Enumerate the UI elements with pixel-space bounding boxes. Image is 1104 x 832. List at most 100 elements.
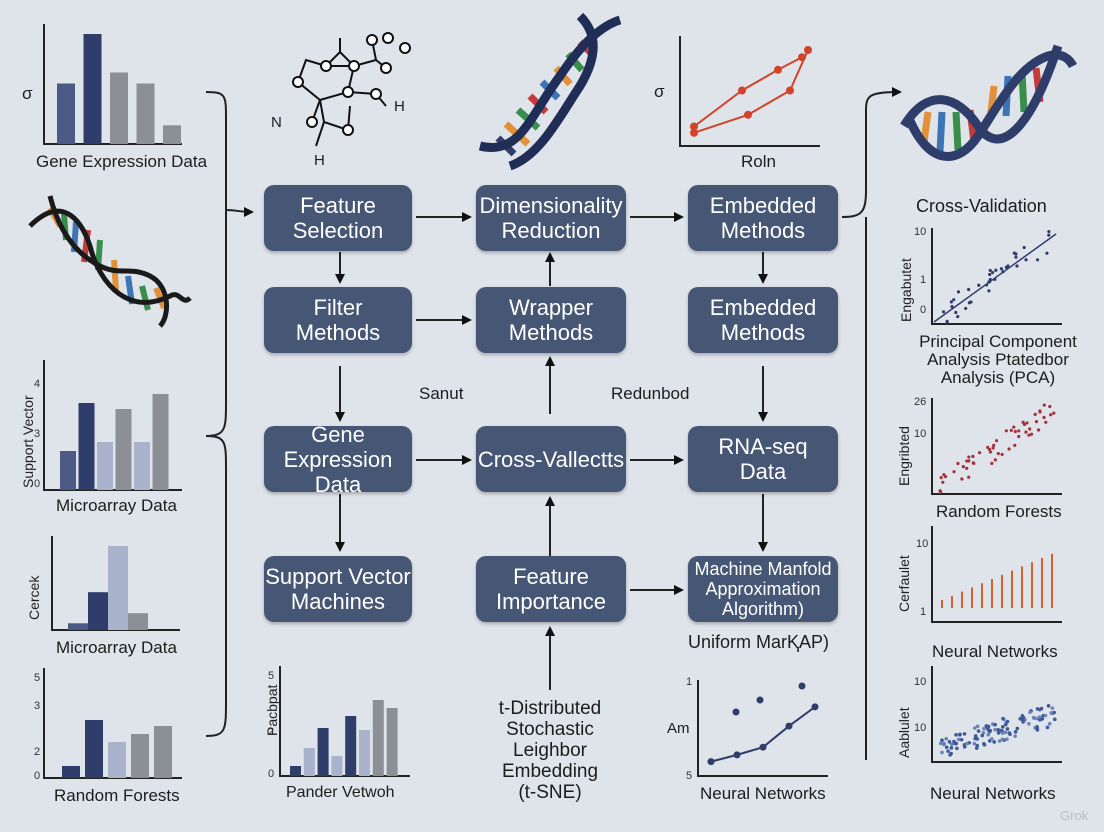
- data-point: [756, 696, 764, 704]
- bar: [317, 728, 329, 776]
- scatter-point: [1014, 252, 1018, 256]
- bar: [128, 613, 148, 630]
- scatter-point: [1047, 233, 1051, 237]
- scatter-point: [1009, 428, 1013, 433]
- filter-methods-box: Filter Methods: [264, 287, 412, 353]
- scatter-point: [954, 733, 958, 737]
- scatter-point: [985, 283, 989, 287]
- chart-axis: [679, 36, 820, 147]
- molecule-h-label: H: [394, 98, 405, 115]
- scatter-point: [1000, 452, 1004, 457]
- scatter-point: [1047, 229, 1051, 234]
- tick: 3: [34, 700, 41, 712]
- scatter-point: [965, 459, 969, 463]
- scatter-point: [1000, 737, 1005, 742]
- scatter-point: [947, 740, 952, 744]
- scatter-point: [991, 446, 995, 450]
- uniform-map-label: Uniform MarⱩAP): [688, 632, 830, 652]
- scatter-point: [1001, 270, 1005, 274]
- scatter-point: [1028, 427, 1032, 431]
- left-bracket-top: [205, 91, 227, 437]
- scatter-point: [1000, 731, 1005, 735]
- neural-networks-right-label-1: Neural Networks: [932, 642, 1058, 661]
- scatter-point: [1013, 429, 1017, 434]
- scatter-point: [939, 490, 943, 494]
- scatter-point: [967, 475, 971, 479]
- scatter-point: [975, 724, 980, 729]
- data-point: [785, 722, 793, 730]
- machine-manfold-box: Machine Manfold Approximation Algorithm): [688, 556, 838, 622]
- scatter-point: [988, 728, 993, 733]
- random-forests-left-caption: Random Forests: [54, 786, 180, 805]
- scatter-point: [1006, 264, 1010, 268]
- neural-networks-right-label-2: Neural Networks: [930, 784, 1056, 803]
- pander-vetwoh-caption: Pander Vetwoh: [286, 784, 395, 801]
- scatter-point: [944, 745, 949, 750]
- scatter-point: [1045, 251, 1049, 255]
- scatter-point: [986, 732, 991, 737]
- scatter-point: [1024, 258, 1028, 262]
- scatter-point: [1035, 728, 1040, 732]
- scatter-point: [996, 731, 1001, 735]
- scatter-point: [1004, 429, 1008, 433]
- scatter-point: [950, 742, 954, 747]
- dna-helix-icon: [478, 12, 622, 171]
- tick: 3: [34, 428, 41, 440]
- scatter-point: [962, 732, 967, 736]
- scatter-point: [942, 473, 946, 477]
- bar: [68, 623, 88, 630]
- scatter-point: [964, 741, 969, 746]
- bar: [372, 700, 384, 776]
- dna-helix-icon: [28, 195, 192, 328]
- scatter-point: [1014, 255, 1018, 259]
- tick: 26: [914, 396, 927, 408]
- scatter-point: [1035, 258, 1040, 262]
- scatter-point: [1004, 722, 1008, 727]
- scatter-point: [956, 315, 960, 319]
- scatter-point: [962, 745, 967, 749]
- series-line: [693, 56, 803, 128]
- data-point: [690, 128, 698, 137]
- right-top-arrow: [841, 87, 902, 218]
- chart-axis: [931, 228, 1062, 325]
- cross-validation-label: Cross-Validation: [916, 196, 1047, 216]
- scatter-point: [940, 738, 944, 742]
- scatter-point: [1013, 730, 1018, 734]
- scatter-point: [967, 455, 971, 459]
- support-vector-machines-box: Support Vector Machines: [264, 556, 412, 622]
- scatter-point: [961, 465, 965, 469]
- random-forests-right-label: Random Forests: [936, 502, 1062, 521]
- data-point: [744, 110, 752, 119]
- sanut-label: Sanut: [419, 384, 464, 403]
- scatter-point: [1049, 413, 1053, 417]
- chart-axis: [931, 526, 1062, 623]
- scatter-point: [993, 727, 997, 732]
- scatter-point: [993, 458, 997, 462]
- bar: [115, 409, 132, 490]
- scatter-point: [967, 301, 971, 305]
- scatter-point: [1024, 430, 1028, 434]
- scatter-point: [987, 289, 991, 293]
- tick: 10: [916, 538, 929, 550]
- tick: 10: [914, 226, 927, 238]
- bar: [85, 720, 103, 778]
- tsne-label: t-Distributed Stochastic Leighbor Embedd…: [498, 698, 602, 803]
- scatter-point: [946, 749, 950, 753]
- bar: [386, 708, 398, 776]
- tick: 0: [268, 768, 275, 780]
- scatter-point: [996, 728, 1001, 732]
- microarray-caption-2: Microarray Data: [56, 638, 177, 657]
- molecule-h-label: H: [314, 152, 325, 169]
- scatter-point: [1033, 412, 1037, 416]
- dimensionality-reduction-box: Dimensionality Reduction: [476, 185, 626, 251]
- scatter-point: [1039, 706, 1044, 711]
- chart-axis: [931, 398, 1062, 495]
- scatter-point: [1038, 410, 1042, 414]
- scatter-point: [1036, 428, 1041, 432]
- scatter-point: [987, 447, 992, 452]
- series-line: [693, 49, 809, 134]
- bar: [331, 756, 343, 776]
- scatter-point: [954, 310, 958, 315]
- dna-helix-icon: [900, 44, 1078, 161]
